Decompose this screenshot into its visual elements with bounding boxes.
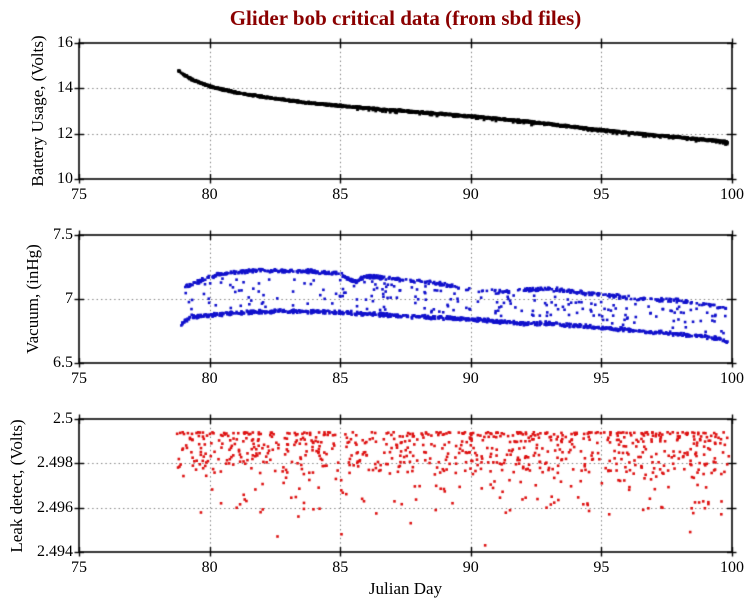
- y-tick-label: 10: [57, 170, 73, 187]
- y-tick-label: 2.5: [53, 410, 73, 427]
- y-tick-label: 7: [65, 290, 73, 307]
- x-tick-label: 85: [332, 186, 349, 203]
- y-tick-label: 16: [57, 34, 73, 51]
- x-tick-label: 100: [720, 186, 744, 203]
- x-axis-label: Julian Day: [368, 579, 443, 598]
- leak-y-axis-label: Leak detect, (Volts): [7, 418, 26, 553]
- y-tick-label: 2.498: [37, 454, 73, 472]
- x-tick-label: 90: [462, 186, 479, 203]
- y-tick-label: 14: [57, 79, 73, 97]
- y-tick-label: 12: [57, 124, 73, 142]
- y-tick-label: 2.494: [37, 543, 73, 560]
- x-tick-label: 80: [201, 370, 218, 387]
- y-tick-label: 7.5: [53, 226, 73, 243]
- x-tick-label: 95: [593, 559, 610, 576]
- x-tick-label: 80: [201, 186, 218, 203]
- x-tick-label: 100: [720, 370, 744, 387]
- x-tick-label: 90: [462, 370, 479, 387]
- x-tick-label: 80: [201, 559, 218, 576]
- x-tick-label: 75: [71, 559, 87, 576]
- x-tick-label: 75: [71, 370, 87, 387]
- x-tick-label: 95: [593, 370, 610, 387]
- x-tick-label: 85: [332, 559, 349, 576]
- x-tick-label: 100: [720, 559, 744, 576]
- figure-title: Glider bob critical data (from sbd files…: [229, 6, 582, 30]
- y-tick-label: 6.5: [53, 354, 73, 371]
- x-tick-label: 90: [462, 559, 479, 576]
- x-tick-label: 85: [332, 370, 349, 387]
- x-tick-label: 95: [593, 186, 610, 203]
- y-tick-label: 2.496: [37, 498, 73, 516]
- x-tick-label: 75: [71, 186, 87, 203]
